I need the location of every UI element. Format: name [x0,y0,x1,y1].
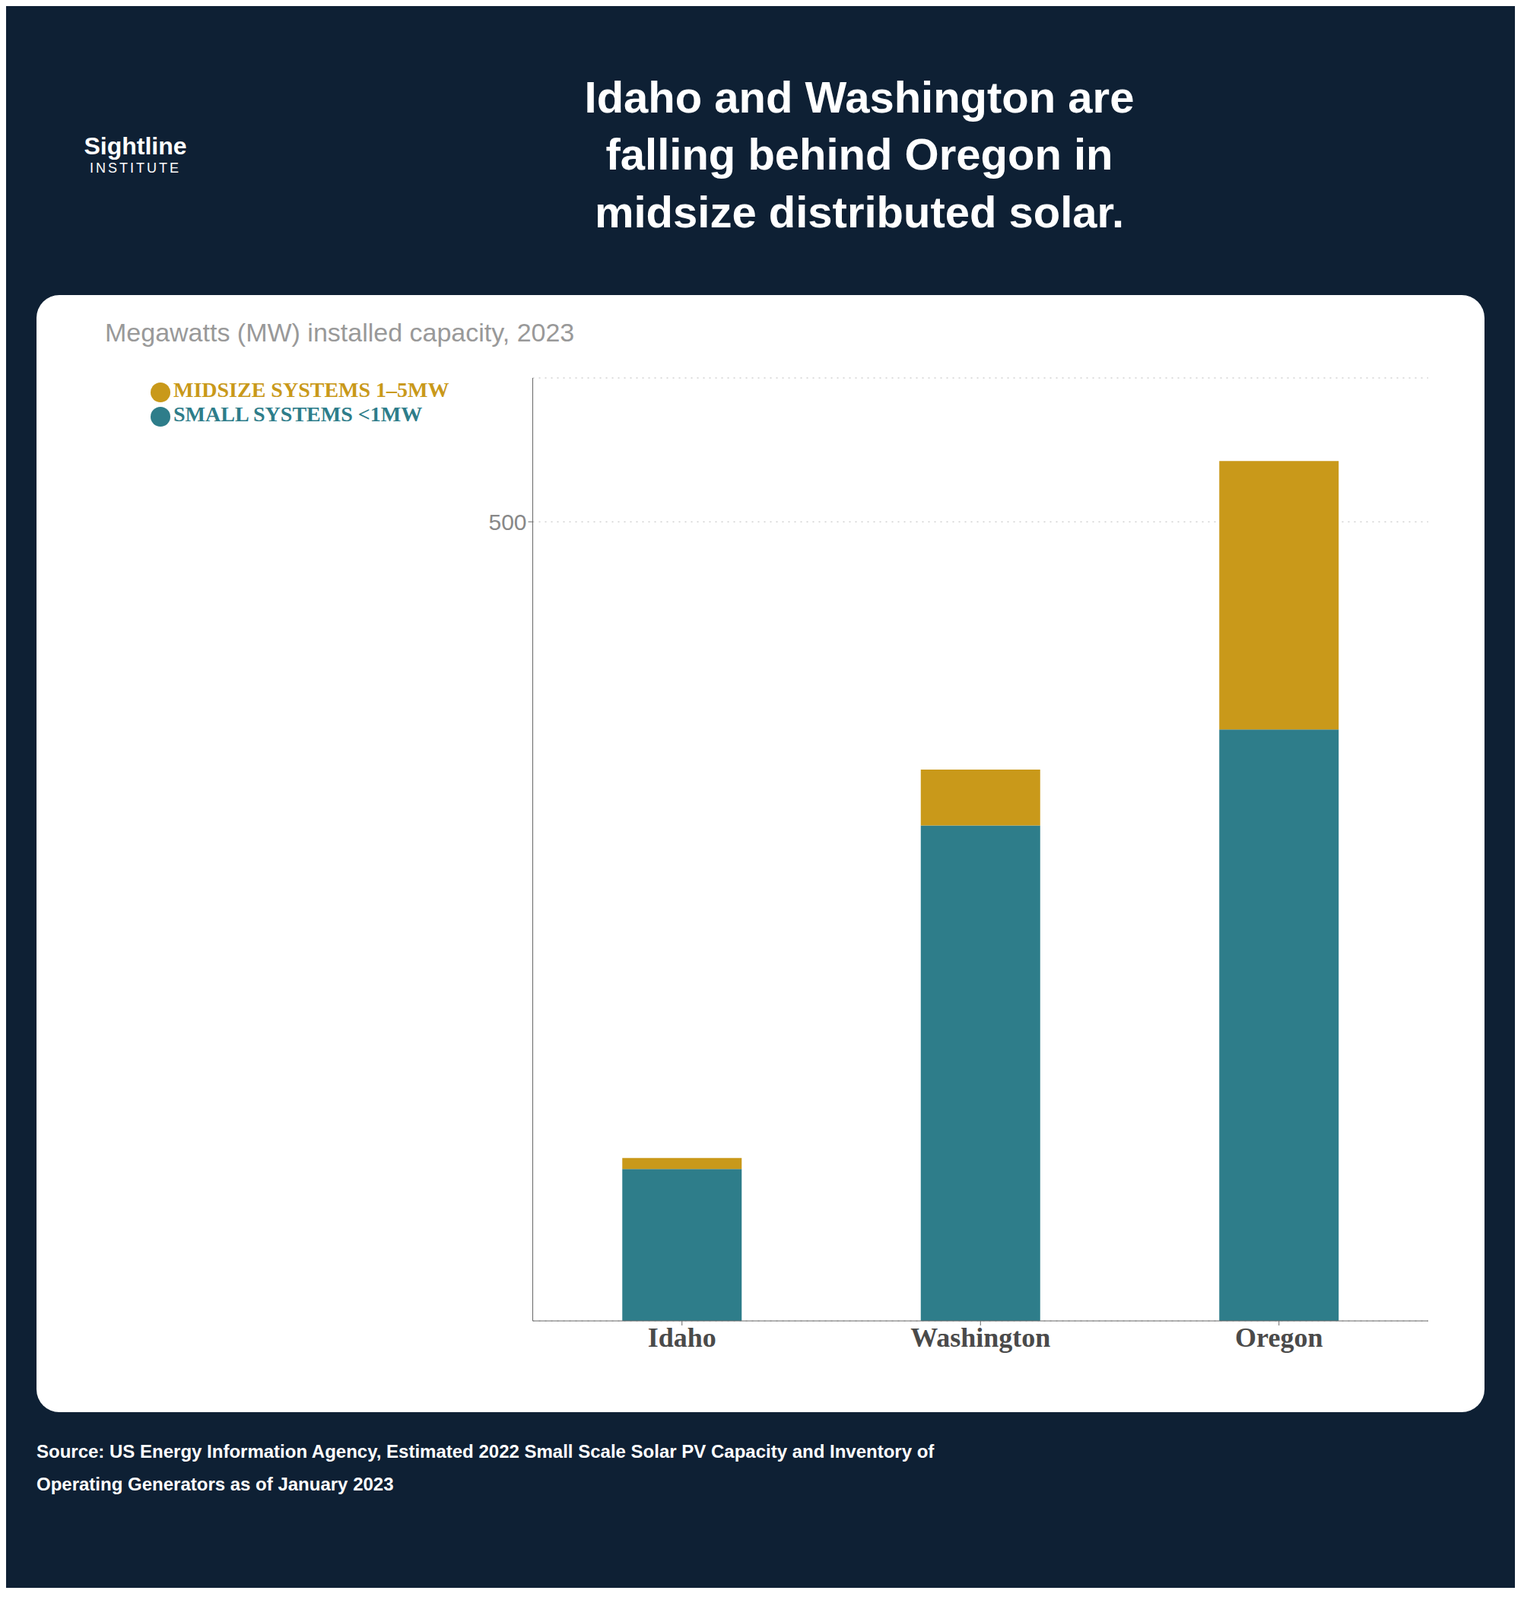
html-text:Sightline: Sightline [83,132,187,160]
html-text:Source: US Energy Information: Source: US Energy Information Agency, Es… [36,1441,935,1495]
svg-text:Washington: Washington [910,1322,1051,1353]
svg-text:Idaho: Idaho [647,1322,717,1353]
html-text:SMALL SYSTEMS <1MW: SMALL SYSTEMS <1MW [173,402,423,426]
html-text:MIDSIZE SYSTEMS 1–5MW: MIDSIZE SYSTEMS 1–5MW [173,377,450,402]
html-text:INSTITUTE: INSTITUTE [89,160,181,176]
html-text:Megawatts (MW) installed capac: Megawatts (MW) installed capacity, 2023 [104,317,575,347]
svg-text:500: 500 [488,509,527,535]
html-text:midsize distributed solar.: midsize distributed solar. [594,186,1125,237]
html-text:Idaho and Washington are: Idaho and Washington are [584,72,1135,122]
html-text:falling behind Oregon in: falling behind Oregon in [605,129,1113,179]
svg-text:Oregon: Oregon [1235,1322,1323,1353]
